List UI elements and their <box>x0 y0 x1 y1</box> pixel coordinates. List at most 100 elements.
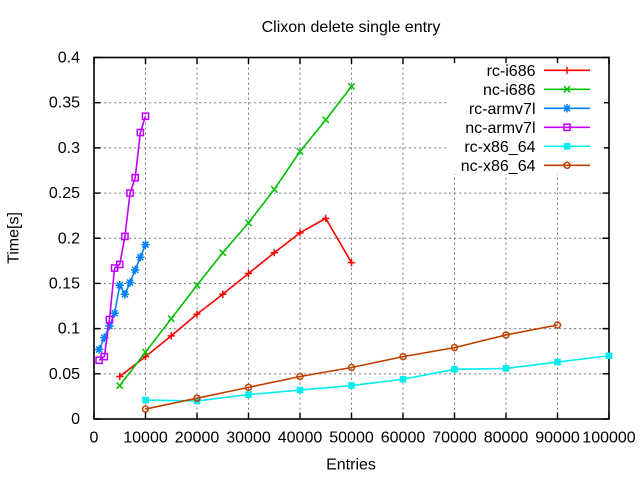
series-marker-rc-x86_64 <box>296 386 304 394</box>
series-marker-rc-i686 <box>219 290 227 298</box>
x-tick-label: 90000 <box>535 429 580 446</box>
tick-labels: 0 10000 20000 30000 40000 50000 60000 70000 8000… <box>49 50 636 447</box>
legend-entry-rc-i686: rc-i686 <box>487 63 590 80</box>
series-line-rc-x86_64 <box>145 354 610 402</box>
series-marker-rc-i686 <box>167 332 175 340</box>
series-marker-nc-armv7l <box>105 315 114 324</box>
series-marker-nc-armv7l <box>131 173 140 182</box>
x-tick-label: 50000 <box>329 429 374 446</box>
legend-entry-nc-i686: nc-i686 <box>483 82 590 99</box>
series-marker-rc-x86_64 <box>245 391 252 398</box>
series-marker-rc-i686 <box>141 353 150 361</box>
series-marker-nc-x86_64 <box>347 363 356 372</box>
series-marker-nc-x86_64 <box>296 372 304 381</box>
legend-marker-nc-armv7l <box>563 123 571 132</box>
x-axis-label: Entries <box>326 457 376 474</box>
axes <box>93 56 610 420</box>
x-tick-label: 20000 <box>175 429 220 446</box>
legend-entry-rc-armv7l: rc-armv7l <box>469 101 590 118</box>
series-marker-rc-i686 <box>322 214 330 222</box>
series-rc-i686 <box>116 214 356 381</box>
series-marker-nc-armv7l <box>115 260 124 269</box>
legend-label-nc-armv7l: nc-armv7l <box>465 120 535 137</box>
series-marker-rc-i686 <box>296 229 304 237</box>
series-rc-armv7l <box>94 240 150 354</box>
series-marker-rc-armv7l <box>141 240 150 249</box>
series-marker-nc-armv7l <box>126 189 134 197</box>
x-tick-label: 100000 <box>582 429 635 446</box>
series-line-rc-i686 <box>119 217 353 378</box>
series-line-rc-armv7l <box>98 244 147 350</box>
legend-label-rc-armv7l: rc-armv7l <box>469 101 536 118</box>
series-marker-nc-x86_64 <box>450 343 459 352</box>
series-marker-rc-armv7l <box>110 309 119 318</box>
series-marker-rc-armv7l <box>100 333 109 342</box>
series-marker-nc-i686 <box>167 315 175 323</box>
series-marker-nc-armv7l <box>141 112 150 121</box>
y-tick-label: 0.4 <box>58 50 80 67</box>
y-axis-label: Time[s] <box>6 212 23 264</box>
legend-background <box>448 63 604 174</box>
legend: rc-i686 nc-i686 rc-armv7l nc-armv7l rc-x86_6… <box>448 63 604 175</box>
series-marker-nc-i686 <box>322 116 330 124</box>
series-line-nc-x86_64 <box>145 324 558 410</box>
series-marker-rc-x86_64 <box>399 375 407 383</box>
series-marker-rc-armv7l <box>125 278 135 287</box>
x-tick-label: 30000 <box>226 429 271 446</box>
series-line-nc-i686 <box>119 85 353 387</box>
legend-entry-nc-x86_64: nc-x86_64 <box>461 158 590 175</box>
series-marker-nc-x86_64 <box>502 331 510 339</box>
legend-marker-rc-i686 <box>563 66 571 74</box>
y-tick-label: 0.15 <box>49 275 80 292</box>
series-marker-rc-i686 <box>347 259 356 267</box>
x-tick-label: 10000 <box>123 429 168 446</box>
series-line-nc-armv7l <box>98 116 147 361</box>
legend-label-rc-x86_64: rc-x86_64 <box>464 139 535 156</box>
legend-entry-rc-x86_64: rc-x86_64 <box>464 139 590 156</box>
series-marker-rc-armv7l <box>120 290 130 299</box>
series-marker-rc-i686 <box>193 310 201 318</box>
x-tick-label: 0 <box>90 429 99 446</box>
series-nc-i686 <box>116 82 356 390</box>
x-tick-label: 60000 <box>381 429 426 446</box>
y-tick-label: 0.3 <box>58 140 80 157</box>
data-series <box>94 82 613 413</box>
y-tick-label: 0.2 <box>58 230 80 247</box>
series-marker-nc-x86_64 <box>193 394 201 402</box>
legend-entry-nc-armv7l: nc-armv7l <box>465 120 590 137</box>
series-marker-nc-i686 <box>244 219 253 227</box>
series-marker-nc-i686 <box>347 82 356 91</box>
series-marker-rc-armv7l <box>115 281 124 290</box>
x-tick-label: 80000 <box>484 429 529 446</box>
series-marker-rc-i686 <box>116 372 124 381</box>
legend-marker-nc-i686 <box>563 85 571 93</box>
legend-label-rc-i686: rc-i686 <box>487 63 536 80</box>
series-marker-nc-armv7l <box>100 352 109 361</box>
series-marker-nc-i686 <box>219 249 227 257</box>
series-marker-nc-x86_64 <box>141 405 150 413</box>
series-marker-nc-armv7l <box>136 128 145 137</box>
series-marker-rc-i686 <box>270 249 278 257</box>
legend-label-nc-i686: nc-i686 <box>483 82 536 99</box>
series-marker-rc-armv7l <box>131 265 140 275</box>
series-marker-rc-i686 <box>244 269 253 278</box>
series-marker-nc-i686 <box>193 281 201 289</box>
chart-title: Clixon delete single entry <box>262 19 441 36</box>
series-marker-rc-x86_64 <box>348 382 355 389</box>
series-marker-nc-i686 <box>270 185 278 194</box>
tick-marks <box>93 56 610 420</box>
series-marker-nc-i686 <box>141 348 150 356</box>
y-tick-label: 0.05 <box>49 366 80 383</box>
series-marker-nc-i686 <box>116 381 124 390</box>
series-marker-rc-x86_64 <box>605 352 613 360</box>
y-tick-label: 0.35 <box>49 95 80 112</box>
legend-label-nc-x86_64: nc-x86_64 <box>461 158 536 175</box>
y-tick-label: 0.25 <box>49 185 80 202</box>
series-marker-nc-armv7l <box>121 232 129 241</box>
series-marker-nc-i686 <box>296 147 304 156</box>
series-marker-nc-x86_64 <box>244 383 253 392</box>
series-nc-armv7l <box>95 112 150 365</box>
series-rc-x86_64 <box>142 352 613 405</box>
